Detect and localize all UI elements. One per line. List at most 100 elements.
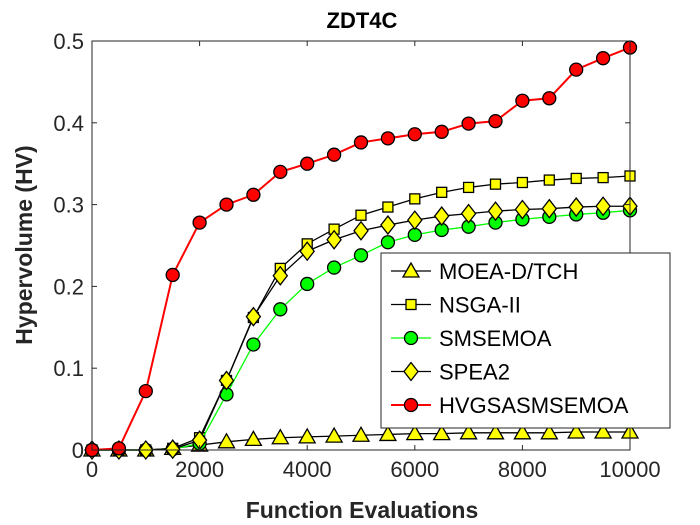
data-point-nsga-ii — [436, 186, 448, 198]
x-tick-label: 2000 — [175, 457, 224, 482]
x-tick-label: 0 — [86, 457, 98, 482]
data-point-nsga-ii — [597, 171, 609, 184]
data-point-nsga-ii — [516, 176, 529, 189]
data-point-nsga-ii — [570, 172, 582, 185]
data-point-moea-d-tch — [217, 432, 236, 449]
data-point-moea-d-tch — [459, 423, 478, 440]
data-point-spea2 — [380, 214, 396, 236]
legend-marker-hvgsasmsemoa — [403, 397, 419, 413]
y-axis-ticks: 0 0.1 0.2 0.3 0.4 0.5 — [53, 29, 630, 463]
legend-label-hvgsasmsemoa: HVGSASMSEMOA — [439, 393, 629, 418]
data-point-nsga-ii — [462, 181, 475, 194]
data-point-hvgsasmsemoa — [111, 441, 127, 456]
y-tick-label: 0.5 — [53, 29, 84, 54]
data-point-hvgsasmsemoa — [326, 147, 342, 162]
chart-title: ZDT4C — [327, 8, 398, 33]
data-point-smsemoa — [353, 248, 369, 263]
x-tick-label: 6000 — [390, 457, 439, 482]
data-point-hvgsasmsemoa — [273, 164, 288, 180]
data-point-spea2 — [406, 210, 423, 231]
data-point-moea-d-tch — [298, 427, 317, 444]
legend-label-spea2: SPEA2 — [439, 360, 510, 385]
data-point-moea-d-tch — [405, 424, 424, 441]
y-tick-label: 0.4 — [53, 111, 84, 136]
data-point-hvgsasmsemoa — [380, 131, 396, 146]
data-point-hvgsasmsemoa — [192, 215, 207, 230]
data-point-spea2 — [568, 196, 585, 218]
data-point-moea-d-tch — [351, 425, 371, 442]
data-point-hvgsasmsemoa — [165, 267, 180, 283]
axes-box — [91, 40, 631, 451]
legend-marker-nsga-ii — [405, 298, 417, 311]
data-point-moea-d-tch — [567, 422, 586, 439]
x-axis-label: Function Evaluations — [246, 497, 479, 523]
legend-label-moea-d-tch: MOEA-D/TCH — [439, 259, 578, 284]
data-point-nsga-ii — [382, 201, 394, 213]
data-point-spea2 — [514, 199, 531, 220]
legend-marker-moea-d-tch — [401, 261, 421, 278]
data-point-hvgsasmsemoa — [219, 197, 234, 212]
data-point-nsga-ii — [355, 209, 367, 221]
data-point-hvgsasmsemoa — [246, 187, 261, 202]
y-tick-label: 0.1 — [53, 356, 84, 381]
y-tick-label: 0 — [72, 438, 84, 463]
data-point-moea-d-tch — [432, 424, 451, 441]
data-point-hvgsasmsemoa — [434, 124, 449, 139]
data-point-nsga-ii — [543, 174, 555, 186]
legend-marker-smsemoa — [403, 330, 419, 346]
x-tick-label: 10000 — [599, 457, 660, 482]
data-point-hvgsasmsemoa — [595, 51, 611, 66]
data-point-hvgsasmsemoa — [515, 93, 530, 108]
plot-area — [82, 40, 640, 461]
data-point-moea-d-tch — [324, 426, 344, 443]
data-point-smsemoa — [300, 276, 315, 292]
data-point-spea2 — [433, 205, 450, 227]
y-tick-label: 0.3 — [53, 193, 84, 218]
data-point-moea-d-tch — [244, 430, 263, 447]
y-axis-label: Hypervolume (HV) — [11, 145, 37, 344]
data-point-smsemoa — [407, 227, 422, 243]
data-point-hvgsasmsemoa — [353, 135, 369, 150]
data-point-hvgsasmsemoa — [569, 62, 584, 77]
data-point-spea2 — [299, 241, 316, 262]
data-point-spea2 — [245, 306, 262, 327]
data-point-moea-d-tch — [513, 423, 532, 440]
data-point-hvgsasmsemoa — [138, 383, 153, 399]
x-tick-label: 8000 — [498, 457, 547, 482]
data-point-hvgsasmsemoa — [407, 127, 422, 142]
data-point-spea2 — [460, 203, 477, 224]
legend-marker-spea2 — [403, 361, 419, 382]
data-point-hvgsasmsemoa — [461, 116, 476, 131]
x-tick-label: 4000 — [283, 457, 332, 482]
data-point-moea-d-tch — [271, 428, 290, 445]
data-point-spea2 — [541, 198, 558, 219]
x-axis-ticks: 0 2000 4000 6000 8000 10000 — [86, 41, 661, 482]
data-point-spea2 — [487, 201, 504, 222]
data-point-smsemoa — [326, 260, 342, 275]
series-hvgsasmsemoa — [84, 40, 638, 458]
data-point-hvgsasmsemoa — [542, 91, 557, 106]
data-point-nsga-ii — [489, 178, 502, 190]
data-point-spea2 — [272, 265, 289, 286]
data-point-moea-d-tch — [540, 423, 559, 440]
data-point-nsga-ii — [409, 193, 421, 205]
data-point-spea2 — [218, 370, 235, 391]
data-point-hvgsasmsemoa — [488, 114, 503, 129]
legend: MOEA-D/TCH NSGA-II SMSEMOA SPEA2 HVGSASMSEMO… — [380, 252, 671, 429]
data-point-smsemoa — [273, 302, 288, 317]
legend-box — [380, 252, 671, 429]
data-point-spea2 — [326, 229, 342, 250]
data-point-spea2 — [353, 220, 369, 241]
data-point-moea-d-tch — [593, 422, 613, 439]
data-point-moea-d-tch — [486, 423, 505, 440]
data-point-hvgsasmsemoa — [300, 156, 315, 171]
y-tick-label: 0.2 — [53, 274, 84, 299]
data-point-spea2 — [595, 196, 611, 217]
data-point-spea2 — [164, 439, 181, 460]
legend-label-smsemoa: SMSEMOA — [439, 326, 552, 351]
data-point-moea-d-tch — [378, 425, 398, 442]
legend-label-nsga-ii: NSGA-II — [439, 293, 521, 318]
data-point-smsemoa — [246, 337, 261, 352]
data-point-smsemoa — [380, 235, 396, 250]
